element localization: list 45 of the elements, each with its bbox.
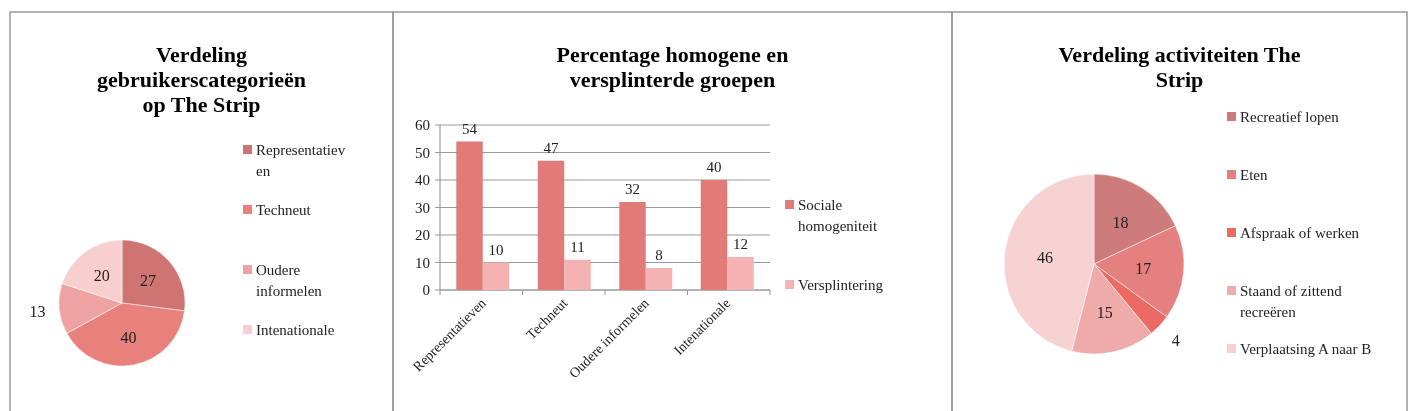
data-label: 10 [488,241,504,258]
bar [482,262,510,290]
bar [619,202,646,290]
bar [564,259,591,290]
data-label: 17 [1135,260,1152,278]
bar [456,141,483,290]
data-label: 15 [1096,303,1113,321]
y-tick-label: 40 [415,172,430,189]
y-tick-label: 60 [415,117,430,134]
chart-title: Verdeling activiteiten The Strip [1058,42,1301,92]
data-label: 13 [29,302,46,320]
chart-title: Percentage homogene en versplinterde groepen [556,42,789,92]
data-label: 18 [1112,213,1129,231]
data-label: 32 [625,181,640,197]
legend-label: Staand of zittend recreëren [1240,283,1343,320]
data-label: 4 [1171,332,1180,350]
data-label: 20 [93,266,110,284]
legend-label: Representatieven [256,142,346,179]
legend-label: Sociale homogeniteit [798,197,878,234]
legend-label: Techneut [256,202,312,218]
data-label: 54 [462,120,478,137]
legend-label: Verplaatsing A naar B [1240,341,1372,357]
bar [727,257,754,290]
y-tick-label: 0 [422,282,430,299]
data-label: 40 [706,159,722,175]
legend-label: Eten [1240,167,1268,183]
data-label: 47 [543,139,560,156]
data-label: 40 [120,328,137,346]
data-label: 27 [139,271,156,289]
legend-label: Oudere informelen [256,262,323,299]
bar [645,268,673,290]
legend-label: Afspraak of werken [1240,225,1360,241]
y-tick-label: 20 [415,227,430,244]
data-label: 11 [570,238,585,255]
legend-label: Recreatief lopen [1240,109,1340,125]
y-tick-label: 10 [415,254,430,271]
bar [537,160,565,290]
y-tick-label: 30 [415,199,430,216]
chart-title: Verdeling gebruikerscategorieën op The Strip [97,42,306,117]
legend-label: Versplintering [798,277,884,293]
y-tick-label: 50 [415,144,430,161]
data-label: 12 [732,236,748,252]
bar [700,180,728,290]
data-label: 46 [1036,249,1053,267]
data-label: 8 [655,247,663,263]
